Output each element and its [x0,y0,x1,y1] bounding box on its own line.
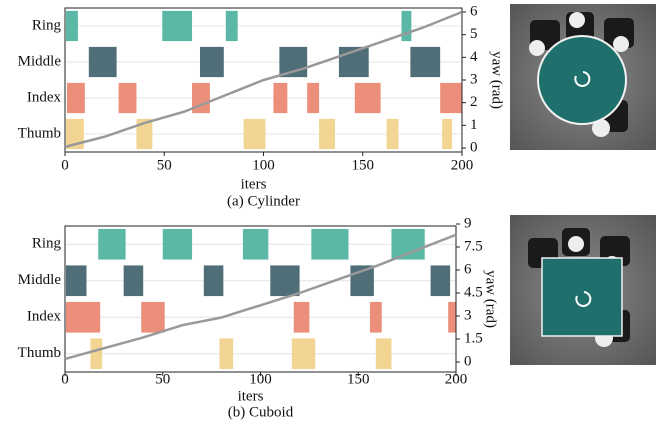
contact-bar [162,228,193,260]
yaw-line [64,233,457,361]
x-axis-label: iters [241,176,267,192]
y2-tick-label: 4.5 [464,284,483,300]
photo-cuboid [510,215,656,365]
x-tick-label: 100 [252,157,275,173]
y-tick-label: Index [27,309,62,325]
x-tick-label: 200 [451,157,474,173]
contact-bar [118,82,137,114]
y2-tick-label: 4 [470,49,478,65]
x-tick-label: 150 [352,157,375,173]
y2-tick-label: 1.5 [464,330,483,346]
contact-bar [88,46,117,78]
contact-bar [375,338,392,370]
contact-bar [311,228,349,260]
y2-tick-label: 6 [464,261,472,277]
x-tick-label: 100 [249,371,272,387]
x-tick-label: 150 [347,371,370,387]
contact-bar [203,265,224,297]
y-tick-label: Thumb [18,345,61,361]
y2-tick-label: 3 [470,71,478,87]
contact-bar [410,46,441,78]
contact-bar [354,82,381,114]
contact-bar [162,10,193,42]
x-tick-label: 0 [61,157,69,173]
contact-bar [65,265,87,297]
y2-tick-label: 9 [464,215,472,231]
contact-bar [65,118,84,150]
contact-bar [141,301,165,333]
x-tick-label: 200 [445,371,468,387]
contact-bar [369,301,382,333]
contact-bar [386,118,399,150]
contact-bar [270,265,300,297]
y-tick-label: Ring [32,236,62,252]
contact-bar [225,10,238,42]
contact-bar [391,228,425,260]
x-tick-label: 50 [155,371,170,387]
contact-bar [448,301,456,333]
caption: (b) Cuboid [228,404,294,420]
contact-bar [430,265,451,297]
contact-bar [219,338,234,370]
x-tick-label: 50 [157,157,172,173]
y2-tick-label: 7.5 [464,238,483,254]
y2-tick-label: 0 [470,139,478,155]
y-tick-label: Middle [18,53,62,69]
photo-cylinder [510,4,656,150]
contact-bar [136,118,153,150]
contact-bar [65,301,101,333]
y-tick-label: Index [27,89,62,105]
contact-bar [123,265,144,297]
yaw-line [64,10,463,149]
y2-tick-label: 2 [470,94,478,110]
y-tick-label: Ring [32,17,62,33]
y-tick-label: Thumb [18,125,61,141]
contact-bar [319,118,335,150]
contact-bar [242,228,269,260]
contact-bar [90,338,103,370]
caption: (a) Cylinder [227,193,300,209]
y2-tick-label: 6 [470,3,478,19]
contact-bar [65,10,78,42]
y2-tick-label: 0 [464,353,472,369]
contact-bar [401,10,412,42]
contact-bar [440,82,462,114]
contact-bar [66,82,85,114]
x-tick-label: 0 [61,371,69,387]
contact-bar [98,228,126,260]
y2-tick-label: 3 [464,307,472,323]
y2-tick-label: 5 [470,26,478,42]
contact-bar [273,82,288,114]
contact-bar [199,46,224,78]
x-axis-label: iters [238,388,264,404]
contact-bar [442,118,453,150]
y2-axis-label: yaw (rad) [489,51,505,109]
y2-tick-label: 1 [470,117,478,133]
contact-bar [291,338,316,370]
y2-axis-label: yaw (rad) [483,270,499,328]
contact-bar [243,118,266,150]
contact-bar [307,82,320,114]
y-tick-label: Middle [18,272,62,288]
contact-bar [293,301,310,333]
